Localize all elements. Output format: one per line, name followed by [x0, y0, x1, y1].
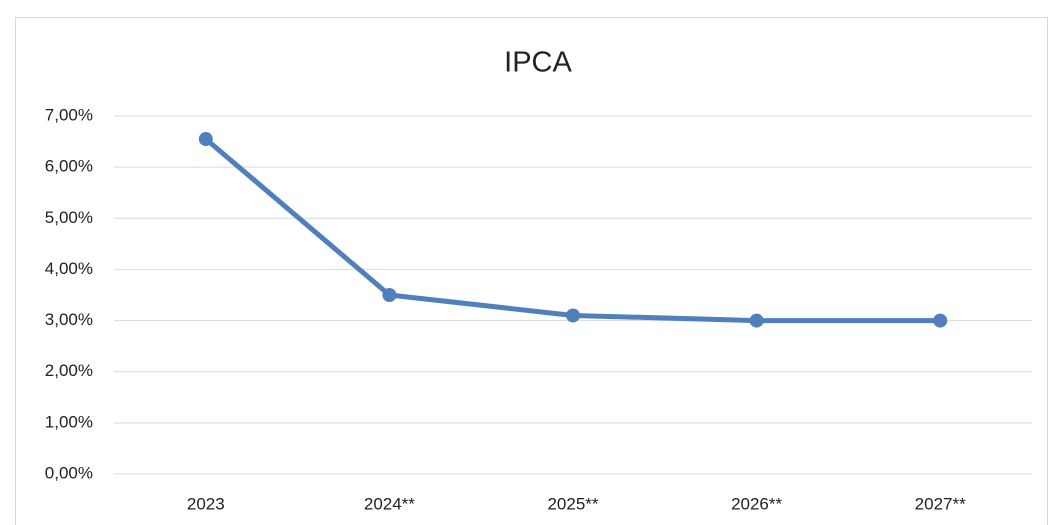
marker: [749, 313, 764, 328]
y-tick-label: 0,00%: [45, 463, 93, 482]
x-tick-label: 2027**: [915, 494, 966, 513]
x-tick-label: 2023: [187, 494, 225, 513]
y-tick-label: 1,00%: [45, 412, 93, 431]
y-tick-label: 2,00%: [45, 361, 93, 380]
chart-title: IPCA: [504, 47, 572, 79]
marker: [566, 308, 580, 323]
chart-frame: [15, 17, 1048, 525]
y-tick-label: 4,00%: [45, 259, 93, 278]
marker: [198, 132, 213, 147]
x-tick-label: 2024**: [364, 494, 415, 513]
marker: [382, 288, 397, 302]
x-tick-label: 2025**: [547, 494, 598, 513]
y-tick-label: 3,00%: [45, 310, 93, 329]
marker: [933, 313, 948, 328]
y-tick-label: 7,00%: [45, 105, 93, 124]
y-tick-label: 6,00%: [45, 157, 93, 176]
y-tick-label: 5,00%: [45, 208, 93, 227]
x-tick-label: 2026**: [731, 494, 782, 513]
